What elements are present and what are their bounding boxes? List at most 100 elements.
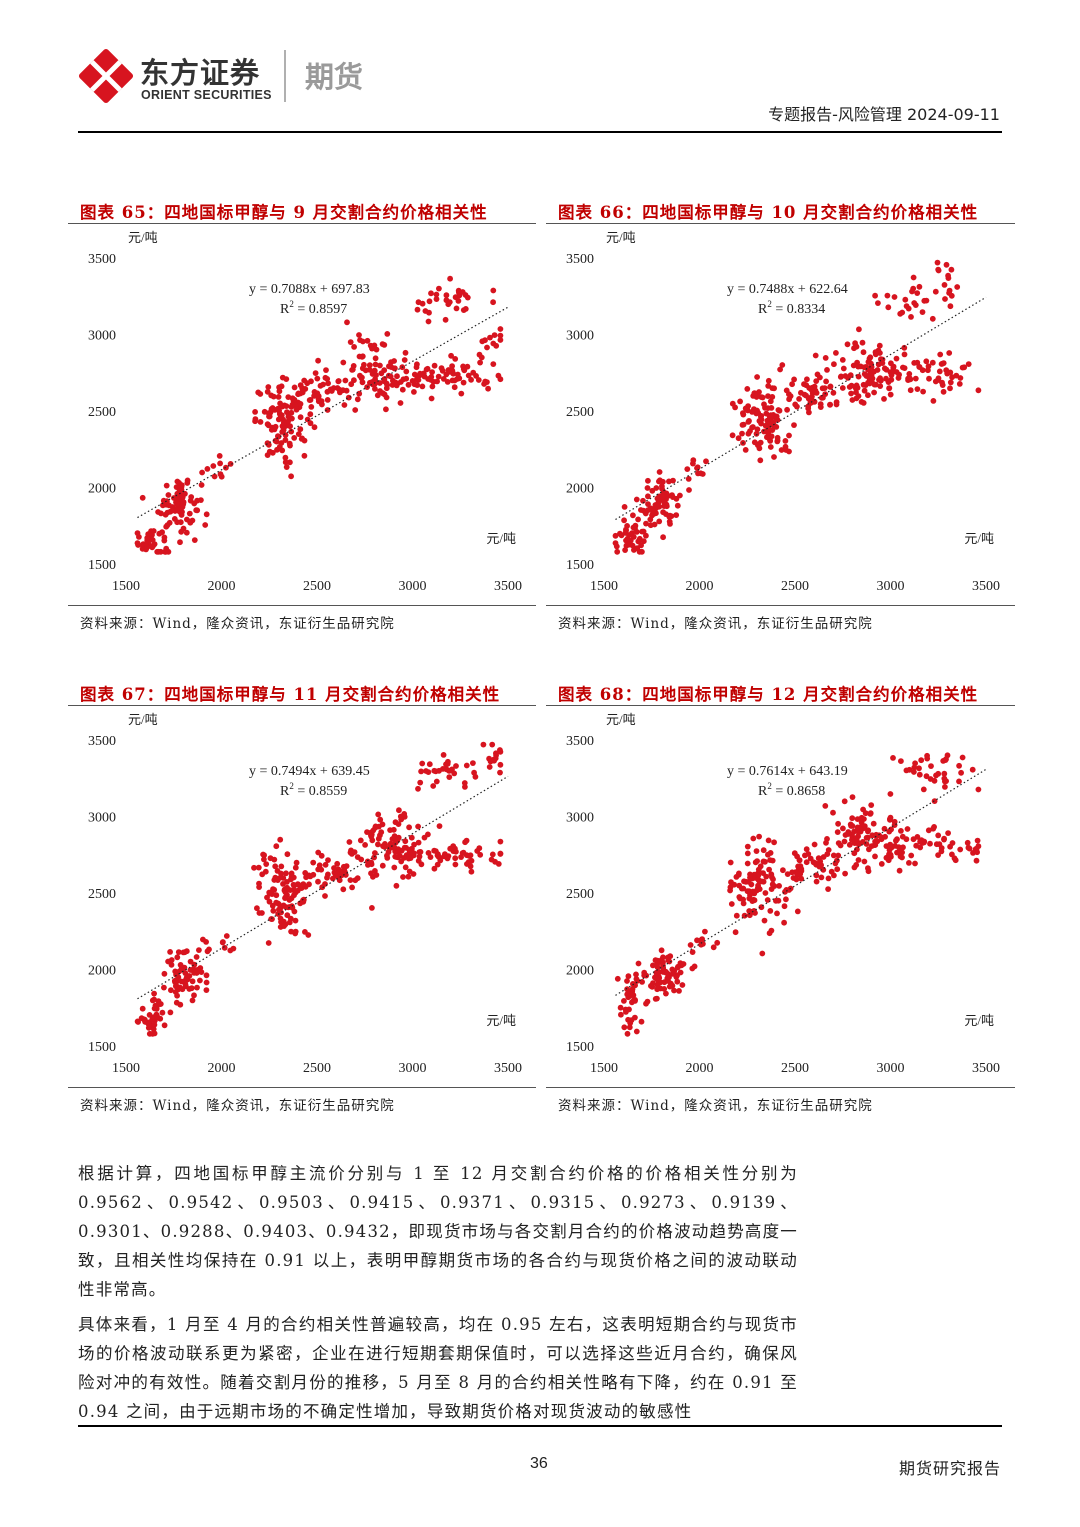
scatter-point: [415, 377, 422, 383]
scatter-point: [916, 283, 923, 290]
scatter-point: [632, 998, 638, 1004]
x-unit-label: 元/吨: [486, 531, 516, 546]
scatter-chart-66: 1500 2000 2500 3000 3500 1500 2000 2500 3000 3500…: [566, 230, 1000, 594]
scatter-point: [792, 401, 799, 408]
scatter-point: [863, 373, 870, 379]
scatter-point: [883, 854, 890, 861]
scatter-point: [204, 466, 211, 472]
scatter-point: [854, 828, 860, 834]
scatter-point: [776, 407, 783, 414]
chart-title: 图表 65：四地国标甲醇与 9 月交割合约价格相关性: [80, 203, 488, 222]
scatter-point: [727, 884, 734, 891]
scatter-point: [316, 862, 323, 869]
scatter-point: [648, 983, 654, 989]
scatter-point: [155, 509, 161, 515]
scatter-point: [824, 367, 830, 373]
scatter-chart-65: 1500 2000 2500 3000 3500 1500 2000 2500 3000 3500…: [88, 230, 522, 594]
trend-equation: y = 0.7488x + 622.64: [727, 282, 848, 297]
scatter-point: [325, 871, 331, 878]
scatter-point: [183, 977, 190, 984]
scatter-point: [622, 530, 629, 536]
scatter-point: [878, 377, 884, 384]
scatter-point: [936, 841, 943, 848]
scatter-point: [891, 822, 898, 828]
scatter-point: [872, 351, 879, 358]
y-unit-label: 元/吨: [606, 712, 636, 727]
scatter-point: [956, 381, 963, 387]
scatter-point: [840, 365, 847, 372]
scatter-point: [732, 404, 738, 411]
scatter-point: [315, 849, 322, 856]
scatter-point: [629, 530, 635, 537]
scatter-point: [161, 1022, 168, 1029]
scatter-point: [449, 377, 456, 384]
scatter-point: [495, 861, 502, 867]
scatter-point: [452, 356, 459, 362]
scatter-point: [288, 428, 295, 435]
scatter-point: [640, 497, 646, 504]
scatter-point: [440, 376, 447, 382]
scatter-point: [397, 379, 404, 385]
scatter-point: [418, 768, 424, 775]
scatter-point: [465, 372, 472, 379]
x-tick-label: 3000: [399, 579, 427, 594]
scatter-point: [310, 871, 317, 878]
scatter-point: [266, 898, 273, 905]
scatter-point: [911, 769, 917, 775]
scatter-point: [284, 912, 291, 919]
scatter-point: [274, 868, 281, 874]
header-rule: [78, 131, 1002, 133]
scatter-point: [676, 988, 682, 994]
scatter-point: [470, 760, 476, 766]
scatter-point: [302, 929, 308, 935]
scatter-point: [484, 344, 490, 351]
scatter-point: [493, 750, 499, 757]
scatter-point: [378, 829, 385, 836]
scatter-point: [284, 851, 291, 858]
scatter-point: [877, 383, 884, 389]
scatter-point: [769, 394, 776, 400]
scatter-point: [411, 389, 417, 395]
scatter-point: [358, 856, 365, 863]
scatter-point: [851, 850, 858, 857]
scatter-point: [277, 874, 284, 881]
scatter-point: [379, 390, 386, 397]
scatter-point: [176, 488, 183, 494]
scatter-point: [383, 394, 390, 401]
scatter-point: [497, 769, 503, 776]
scatter-point: [351, 344, 357, 350]
scatter-point: [895, 375, 902, 381]
y-tick-label: 2000: [566, 482, 594, 497]
scatter-point: [334, 870, 340, 877]
scatter-point: [918, 757, 925, 764]
scatter-point: [259, 871, 266, 878]
scatter-point: [468, 376, 474, 383]
scatter-point: [139, 494, 146, 501]
scatter-point: [761, 917, 768, 924]
x-tick-label: 2500: [781, 1061, 809, 1076]
scatter-point: [419, 760, 426, 767]
scatter-point: [910, 285, 917, 292]
scatter-point: [697, 937, 704, 944]
scatter-point: [479, 338, 486, 345]
scatter-point: [149, 537, 156, 543]
scatter-point: [669, 966, 676, 973]
scatter-point: [947, 385, 953, 392]
scatter-point: [388, 359, 394, 366]
scatter-point: [886, 385, 892, 392]
scatter-point: [674, 978, 681, 985]
scatter-point: [297, 426, 304, 433]
scatter-point: [349, 884, 355, 891]
scatter-point: [973, 847, 979, 854]
scatter-point: [440, 766, 446, 772]
scatter-point: [659, 483, 665, 490]
scatter-point: [135, 1019, 141, 1025]
scatter-point: [865, 366, 871, 373]
scatter-point: [418, 861, 425, 868]
scatter-point: [151, 1005, 158, 1012]
scatter-point: [392, 379, 399, 386]
scatter-point: [921, 297, 928, 304]
scatter-point: [371, 854, 377, 861]
scatter-point: [203, 511, 210, 518]
scatter-point: [288, 876, 294, 883]
